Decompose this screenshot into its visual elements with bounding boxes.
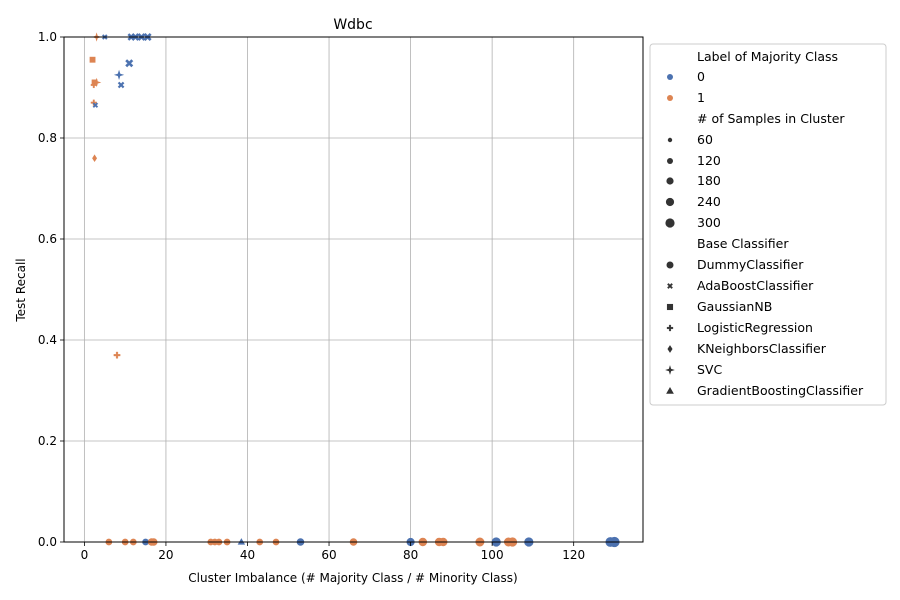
legend-hue-1-label: 1 (697, 90, 705, 105)
x-tick-label: 40 (240, 548, 255, 562)
plot-frame (63, 36, 644, 543)
legend-hue-0-label: 0 (697, 69, 705, 84)
legend-style-svc-label: SVC (697, 362, 722, 377)
data-point-gaussiannb (89, 56, 96, 63)
legend-size-180-label: 180 (697, 173, 721, 188)
data-point-logisticregression (113, 351, 121, 359)
legend-style-markers (665, 261, 675, 394)
data-point-svc (91, 77, 102, 88)
y-tick-label: 0.0 (38, 535, 57, 549)
legend-style-marker-logisticregression (666, 324, 674, 332)
legend-size-240-label: 240 (697, 194, 721, 209)
legend-hue-0-marker (667, 74, 673, 80)
data-point-adaboostclassifier (125, 59, 134, 68)
x-axis-label: Cluster Imbalance (# Majority Class / # … (188, 571, 517, 585)
legend-style-dummy-label: DummyClassifier (697, 257, 804, 272)
axis-ticks: 0 20 40 60 80 100 120 0.0 0.2 0.4 0.6 0.8 1.0 (38, 30, 585, 562)
legend-style-adaboost-label: AdaBoostClassifier (697, 278, 814, 293)
legend-size-60-label: 60 (697, 132, 713, 147)
legend-style-marker-gradientboostingclassifier (666, 386, 674, 394)
y-tick-label: 1.0 (38, 30, 57, 44)
y-axis-label: Test Recall (14, 258, 28, 322)
chart-title: Wdbc (333, 17, 372, 33)
data-point-adaboostclassifier (117, 81, 125, 89)
y-tick-label: 0.6 (38, 232, 57, 246)
data-point-adaboostclassifier (92, 102, 99, 108)
x-tick-label: 100 (481, 548, 504, 562)
y-tick-label: 0.2 (38, 434, 57, 448)
legend-hue-title: Label of Majority Class (697, 49, 838, 64)
legend-style-title: Base Classifier (697, 236, 789, 251)
legend-style-logreg-label: LogisticRegression (697, 320, 813, 335)
data-point-logisticregression (90, 81, 97, 88)
legend-style-marker-svc (665, 365, 675, 375)
data-point-kneighborsclassifier (92, 154, 98, 162)
x-tick-label: 80 (403, 548, 418, 562)
legend-style-marker-kneighborsclassifier (667, 345, 673, 353)
legend-size-120-marker (667, 158, 673, 164)
legend-style-marker-gaussiannb (666, 303, 674, 311)
legend-size-240-marker (665, 197, 675, 207)
legend-hue-1-marker (667, 95, 673, 101)
legend-size-60-marker (667, 137, 673, 143)
y-tick-label: 0.4 (38, 333, 57, 347)
legend-size-300-marker (665, 218, 675, 228)
legend-style-gboost-label: GradientBoostingClassifier (697, 383, 864, 398)
legend-size-180-marker (666, 177, 674, 185)
legend-style-marker-dummyclassifier (666, 261, 674, 269)
legend-box (649, 43, 887, 406)
x-tick-label: 60 (321, 548, 336, 562)
x-tick-label: 20 (158, 548, 173, 562)
legend-size-120-label: 120 (697, 153, 721, 168)
legend-style-gaussiannb-label: GaussianNB (697, 299, 772, 314)
x-tick-label: 120 (562, 548, 585, 562)
legend: Label of Majority Class 0 1 # of Samples… (649, 43, 887, 406)
legend-size-300-label: 300 (697, 215, 721, 230)
legend-size-title: # of Samples in Cluster (697, 111, 845, 126)
legend-style-knn-label: KNeighborsClassifier (697, 341, 827, 356)
legend-style-marker-adaboostclassifier (667, 283, 673, 289)
x-tick-label: 0 (81, 548, 89, 562)
y-tick-label: 0.8 (38, 131, 57, 145)
data-point-svc (113, 69, 125, 81)
